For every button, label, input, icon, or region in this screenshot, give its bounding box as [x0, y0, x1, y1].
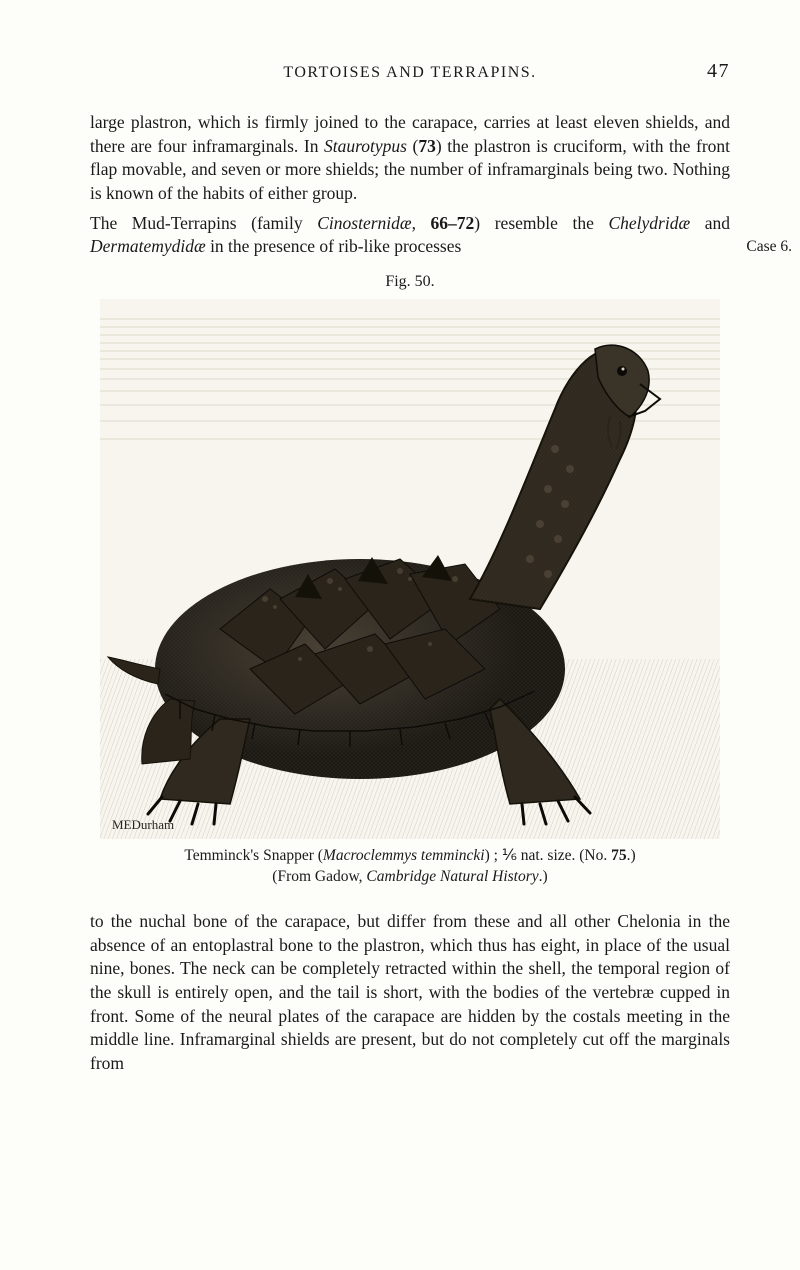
text: The Mud-Terrapins (family — [90, 213, 317, 233]
source-title: Cambridge Natural History — [366, 868, 538, 885]
species-name: Macroclemmys temmincki — [323, 847, 485, 864]
family-cinosternidae: Cinosternidæ — [317, 213, 411, 233]
caption-text: .) — [539, 868, 548, 885]
figure-label: Fig. 50. — [90, 273, 730, 291]
ref-73: 73 — [418, 136, 436, 156]
family-chelydridae: Chelydridæ — [608, 213, 690, 233]
paragraph-1: large plastron, which is firmly joined t… — [90, 111, 730, 206]
text: in the presence of rib-like processes — [206, 236, 462, 256]
caption-text: (From Gadow, — [272, 868, 366, 885]
family-dermatemydidae: Dermatemydidæ — [90, 236, 206, 256]
caption-text: .) — [627, 847, 636, 864]
genus-staurotypus: Staurotypus — [324, 136, 407, 156]
paragraph-2: The Mud-Terrapins (family Cinosternidæ, … — [90, 212, 730, 259]
running-title: TORTOISES AND TERRAPINS. — [130, 64, 690, 82]
figure-caption: Temminck's Snapper (Macroclemmys temminc… — [90, 845, 730, 888]
page-number: 47 — [690, 60, 730, 83]
text: ( — [407, 136, 418, 156]
caption-text: ) ; ⅙ nat. size. (No. — [485, 847, 612, 864]
text: ) resemble the — [474, 213, 608, 233]
text: to the nuchal bone of the carapace, but … — [90, 911, 730, 1073]
ref-66-72: 66–72 — [431, 213, 475, 233]
margin-note: Case 6. — [746, 238, 792, 256]
artist-signature: MEDurham — [112, 817, 174, 832]
caption-text: Temminck's Snapper ( — [184, 847, 323, 864]
text: and — [690, 213, 730, 233]
figure-illustration: MEDurham — [100, 299, 720, 839]
ref-75: 75 — [611, 847, 627, 864]
paragraph-3: to the nuchal bone of the carapace, but … — [90, 910, 730, 1075]
text: , — [412, 213, 431, 233]
